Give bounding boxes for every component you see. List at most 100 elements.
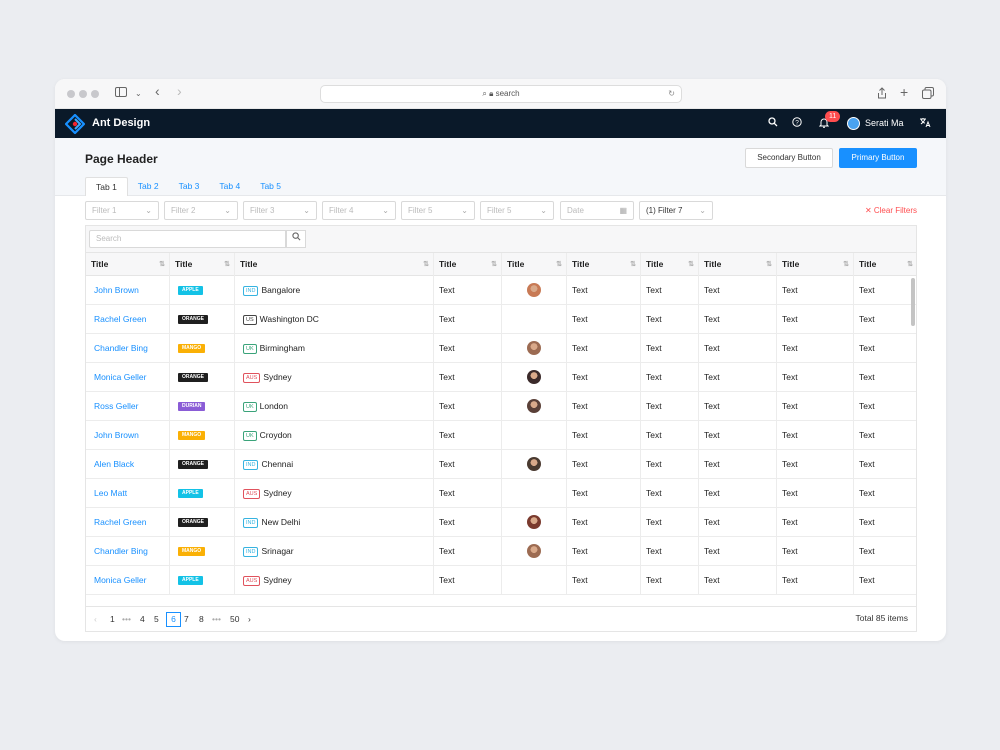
address-bar[interactable]: ⌕ 🔒︎ search ↻ — [320, 85, 682, 103]
tab-5[interactable]: Tab 5 — [260, 181, 281, 191]
sort-icon[interactable]: ⇅ — [766, 261, 772, 268]
table-row[interactable]: Ross Geller DURIAN UK London Text Text Text Tex… — [86, 392, 916, 421]
translate-icon[interactable] — [919, 117, 931, 131]
share-icon[interactable] — [877, 87, 887, 103]
clear-filters-button[interactable]: ✕ Clear Filters — [865, 201, 917, 220]
fruit-tag: MANGO — [178, 344, 206, 354]
date-picker[interactable]: Date ▦ — [560, 201, 634, 220]
avatar — [527, 544, 541, 558]
table-row[interactable]: Rachel Green ORANGE IND New Delhi Text Text Te… — [86, 508, 916, 537]
sort-icon[interactable]: ⇅ — [630, 261, 636, 268]
column-header[interactable]: Title ⇅ — [777, 253, 854, 276]
page-number[interactable]: 1 — [110, 614, 115, 624]
page-number[interactable]: 50 — [230, 614, 240, 624]
column-header[interactable]: Title ⇅ — [699, 253, 777, 276]
sort-icon[interactable]: ⇅ — [907, 261, 913, 268]
close-window-dot[interactable] — [67, 90, 75, 98]
table-scrollbar[interactable] — [911, 278, 915, 326]
filter-select[interactable]: Filter 1 ⌄ — [85, 201, 159, 220]
page-ellipsis[interactable]: ••• — [212, 614, 221, 624]
table-search-input[interactable]: Search — [89, 230, 286, 248]
page-number[interactable]: 6 — [166, 612, 181, 627]
prev-page-icon[interactable]: ‹ — [94, 614, 97, 624]
column-header[interactable]: Title ⇅ — [854, 253, 916, 276]
filter-select[interactable]: Filter 3 ⌄ — [243, 201, 317, 220]
new-tab-icon[interactable]: + — [900, 84, 909, 100]
filter-select[interactable]: (1) Filter 7 ⌄ — [639, 201, 713, 220]
sort-icon[interactable]: ⇅ — [556, 261, 562, 268]
minimize-window-dot[interactable] — [79, 90, 87, 98]
table-cell: Chandler Bing — [86, 537, 170, 566]
name-link[interactable]: Rachel Green — [94, 517, 147, 527]
chevron-down-icon[interactable]: ⌄ — [135, 89, 142, 98]
name-link[interactable]: Rachel Green — [94, 314, 147, 324]
page-number[interactable]: 7 — [184, 614, 189, 624]
column-header[interactable]: Title ⇅ — [641, 253, 699, 276]
forward-icon[interactable]: › — [177, 83, 182, 99]
sort-icon[interactable]: ⇅ — [843, 261, 849, 268]
table-row[interactable]: Rachel Green ORANGE US Washington DC Text Tex… — [86, 305, 916, 334]
page-number[interactable]: 8 — [199, 614, 204, 624]
column-header[interactable]: Title ⇅ — [86, 253, 170, 276]
tab-1[interactable]: Tab 1 — [85, 177, 128, 196]
table-row[interactable]: Leo Matt APPLE AUS Sydney Text Text Text Text Te… — [86, 479, 916, 508]
tab-2[interactable]: Tab 2 — [137, 181, 159, 191]
name-link[interactable]: Ross Geller — [94, 401, 139, 411]
table-row[interactable]: Alen Black ORANGE IND Chennai Text Text Text Te… — [86, 450, 916, 479]
search-icon[interactable] — [768, 117, 778, 130]
column-header[interactable]: Title ⇅ — [235, 253, 434, 276]
reload-icon[interactable]: ↻ — [668, 89, 675, 98]
column-header[interactable]: Title ⇅ — [567, 253, 641, 276]
column-header[interactable]: Title ⇅ — [434, 253, 502, 276]
name-link[interactable]: Chandler Bing — [94, 343, 148, 353]
table-row[interactable]: Monica Geller ORANGE AUS Sydney Text Text Text… — [86, 363, 916, 392]
sort-icon[interactable]: ⇅ — [491, 261, 497, 268]
tabs-overview-icon[interactable] — [922, 87, 934, 103]
name-link[interactable]: Monica Geller — [94, 372, 147, 382]
name-link[interactable]: Leo Matt — [94, 488, 128, 498]
column-header[interactable]: Title ⇅ — [502, 253, 567, 276]
help-icon[interactable]: ? — [792, 117, 802, 130]
table-cell — [502, 392, 567, 421]
name-link[interactable]: John Brown — [94, 430, 139, 440]
column-header[interactable]: Title ⇅ — [170, 253, 235, 276]
text-value: Text — [704, 575, 720, 585]
zoom-window-dot[interactable] — [91, 90, 99, 98]
table-row[interactable]: John Brown APPLE IND Bangalore Text Text Text T… — [86, 276, 916, 305]
table-row[interactable]: Chandler Bing MANGO UK Birmingham Text Text Te… — [86, 334, 916, 363]
user-name[interactable]: Serati Ma — [865, 118, 904, 128]
table-row[interactable]: Chandler Bing MANGO IND Srinagar Text Text Tex… — [86, 537, 916, 566]
tab-4[interactable]: Tab 4 — [219, 181, 241, 191]
text-value: Text — [572, 314, 588, 324]
filter-select[interactable]: Filter 4 ⌄ — [322, 201, 396, 220]
filter-label: Filter 5 — [408, 206, 433, 215]
filter-select[interactable]: Filter 2 ⌄ — [164, 201, 238, 220]
text-value: Text — [859, 430, 875, 440]
next-page-icon[interactable]: › — [248, 614, 251, 624]
page-number[interactable]: 4 — [140, 614, 145, 624]
search-button[interactable] — [286, 230, 306, 248]
user-avatar[interactable] — [847, 117, 860, 130]
text-value: Text — [439, 459, 455, 469]
name-link[interactable]: John Brown — [94, 285, 139, 295]
tab-3[interactable]: Tab 3 — [178, 181, 200, 191]
table-row[interactable]: Monica Geller APPLE AUS Sydney Text Text Text T… — [86, 566, 916, 595]
sort-icon[interactable]: ⇅ — [159, 261, 165, 268]
page-ellipsis[interactable]: ••• — [122, 614, 131, 624]
table-cell — [502, 508, 567, 537]
primary-button[interactable]: Primary Button — [839, 148, 917, 168]
table-cell: Text — [434, 537, 502, 566]
secondary-button[interactable]: Secondary Button — [745, 148, 833, 168]
sort-icon[interactable]: ⇅ — [224, 261, 230, 268]
back-icon[interactable]: ‹ — [155, 83, 160, 99]
filter-select[interactable]: Filter 5 ⌄ — [480, 201, 554, 220]
page-number[interactable]: 5 — [154, 614, 159, 624]
name-link[interactable]: Chandler Bing — [94, 546, 148, 556]
table-row[interactable]: John Brown MANGO UK Croydon Text Text Text Text… — [86, 421, 916, 450]
sidebar-toggle-icon[interactable] — [115, 87, 127, 101]
name-link[interactable]: Monica Geller — [94, 575, 147, 585]
sort-icon[interactable]: ⇅ — [688, 261, 694, 268]
filter-select[interactable]: Filter 5 ⌄ — [401, 201, 475, 220]
name-link[interactable]: Alen Black — [94, 459, 135, 469]
sort-icon[interactable]: ⇅ — [423, 261, 429, 268]
